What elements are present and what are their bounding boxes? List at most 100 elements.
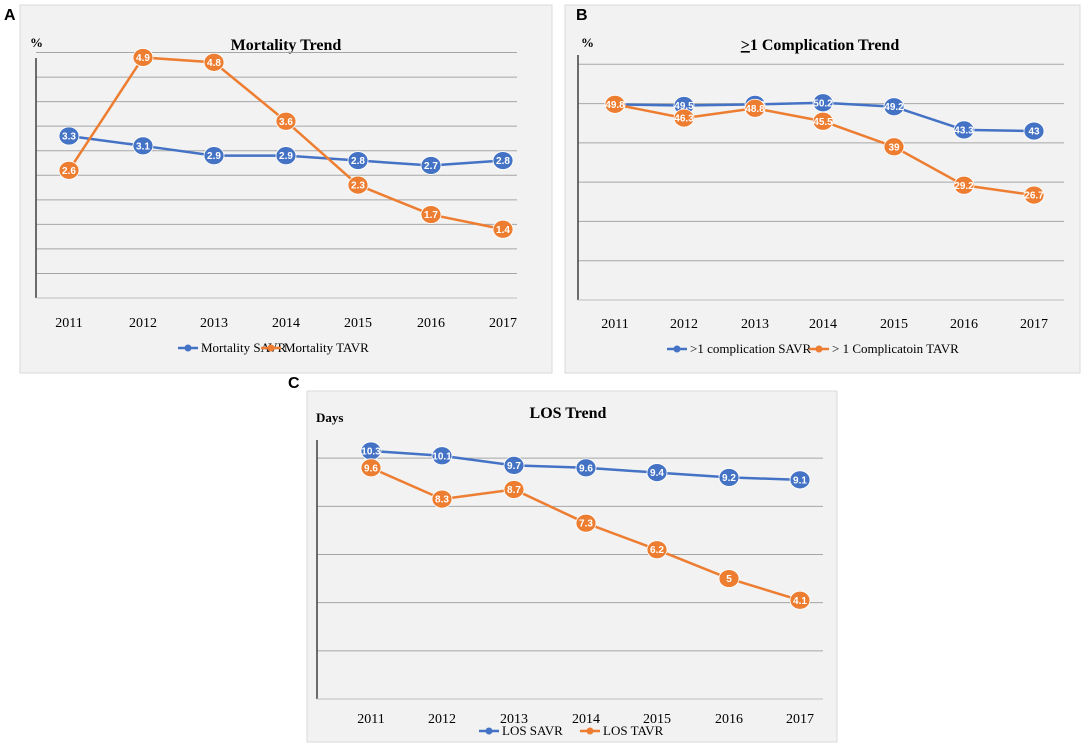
x-tick-label: 2016: [950, 317, 978, 332]
data-label: 9.7: [507, 461, 521, 472]
data-label: 9.6: [364, 463, 378, 474]
data-label: 49.5: [674, 101, 694, 112]
x-tick-label: 2014: [572, 712, 600, 727]
data-label: 48.8: [745, 104, 765, 115]
panel-letter: C: [288, 375, 300, 392]
title-prefix: >: [741, 37, 750, 54]
chart-panel-b: B >1 Complication Trend% 2011 2012 2013 2014 2…: [564, 4, 1081, 374]
data-point: [503, 480, 525, 499]
x-tick-label: 2015: [643, 712, 671, 727]
data-point: [953, 120, 975, 140]
data-label: 2.8: [351, 156, 365, 167]
data-label: 8.3: [435, 495, 449, 506]
data-label: 7.3: [579, 519, 593, 530]
panel-background: [19, 4, 553, 374]
data-label: 9.1: [793, 475, 807, 486]
x-tick-label: 2015: [880, 317, 908, 332]
legend-swatch-marker: [586, 727, 594, 735]
x-tick-label: 2012: [428, 712, 456, 727]
x-tick-label: 2013: [741, 317, 769, 332]
data-label: 8.7: [507, 485, 521, 496]
data-label: 9.2: [722, 473, 736, 484]
data-label: 9.6: [579, 463, 593, 474]
data-point: [646, 540, 668, 560]
legend-label: LOS SAVR: [502, 723, 563, 738]
data-point: [883, 137, 905, 157]
data-label: 2.9: [279, 151, 293, 162]
data-point: [789, 590, 811, 610]
data-label: 43: [1028, 127, 1040, 138]
x-tick-label: 2011: [357, 712, 384, 727]
data-point: [575, 513, 597, 533]
data-label: 1.4: [496, 225, 510, 236]
legend-swatch-marker: [267, 344, 275, 352]
data-point: [492, 151, 514, 170]
data-point: [812, 93, 834, 113]
y-axis-unit: %: [581, 35, 594, 50]
x-tick-label: 2016: [417, 316, 445, 331]
data-label: 45.5: [813, 117, 833, 128]
x-tick-label: 2014: [272, 316, 300, 331]
data-label: 2.8: [496, 156, 510, 167]
data-point: [604, 94, 626, 114]
panel-letter: B: [576, 7, 588, 24]
data-point: [883, 97, 905, 117]
data-point: [673, 108, 695, 128]
legend-label: > 1 Complicatoin TAVR: [832, 341, 959, 356]
data-label: 49.2: [884, 102, 904, 113]
data-label: 4.9: [136, 53, 150, 64]
data-label: 10.3: [361, 446, 381, 457]
legend-label: >1 complication SAVR: [690, 341, 812, 356]
data-point: [132, 48, 154, 67]
legend-swatch-marker: [184, 344, 192, 352]
x-tick-label: 2013: [500, 712, 528, 727]
data-label: 2.7: [424, 161, 438, 172]
legend-swatch-marker: [485, 727, 493, 735]
data-point: [492, 219, 514, 239]
data-label: 43.3: [954, 125, 974, 136]
data-label: 49.8: [605, 100, 625, 111]
data-point: [420, 205, 442, 224]
x-tick-label: 2012: [129, 316, 157, 331]
data-point: [203, 146, 225, 166]
data-point: [503, 455, 525, 475]
data-label: 29.2: [954, 181, 974, 192]
data-label: 46.3: [674, 114, 694, 125]
data-point: [347, 151, 369, 170]
data-label: 26.7: [1024, 191, 1044, 202]
x-tick-label: 2012: [670, 317, 698, 332]
data-point: [953, 175, 975, 195]
x-tick-label: 2014: [809, 317, 837, 332]
chart-panel-a: A Mortality Trend% 2011 2012 2013 2014 2015 201…: [4, 4, 553, 374]
y-axis-unit: %: [30, 35, 43, 50]
data-point: [646, 463, 668, 483]
data-point: [203, 52, 225, 72]
data-label: 3.1: [136, 141, 150, 152]
x-tick-label: 2016: [715, 712, 743, 727]
x-tick-label: 2013: [200, 316, 228, 331]
chart-title: >1 Complication Trend: [741, 37, 900, 54]
data-point: [575, 458, 597, 478]
data-label: 3.3: [62, 132, 76, 143]
legend-label: Mortality SAVR: [201, 340, 287, 355]
y-axis-unit: Days: [316, 410, 343, 425]
x-tick-label: 2015: [344, 316, 372, 331]
x-tick-label: 2011: [55, 316, 82, 331]
title-rest: 1 Complication Trend: [750, 37, 899, 54]
data-label: 6.2: [650, 545, 664, 556]
chart-title: Mortality Trend: [231, 37, 342, 54]
legend-label: LOS TAVR: [603, 723, 664, 738]
data-point: [275, 146, 297, 166]
data-point: [275, 111, 297, 131]
data-point: [718, 468, 740, 487]
data-point: [420, 156, 442, 175]
data-label: 9.4: [650, 468, 664, 479]
data-label: 39: [888, 142, 900, 153]
data-point: [718, 569, 740, 588]
data-label: 1.7: [424, 210, 438, 221]
data-point: [744, 98, 766, 118]
x-tick-label: 2017: [786, 712, 814, 727]
data-label: 2.3: [351, 181, 365, 192]
x-tick-label: 2017: [489, 316, 517, 331]
panel-letter: A: [4, 7, 16, 24]
